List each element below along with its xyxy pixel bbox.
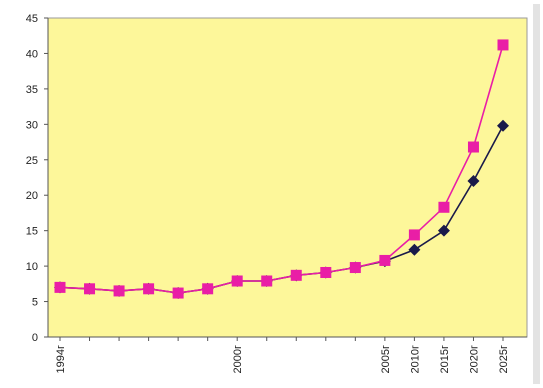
y-tick-label-5: 5	[32, 297, 38, 309]
series-1-point-11	[379, 254, 391, 266]
y-tick-label-20: 20	[26, 190, 38, 202]
series-0-point-13	[437, 224, 450, 237]
x-tick-label-2010г: 2010г	[409, 345, 421, 373]
series-1-point-1	[84, 283, 96, 295]
series-0-point-14	[467, 175, 480, 188]
series-1-point-0	[54, 281, 66, 293]
series-1-point-15	[497, 39, 509, 51]
y-tick-label-40: 40	[26, 48, 38, 60]
y-tick-label-0: 0	[32, 332, 38, 344]
x-tick-label-2000г: 2000г	[232, 345, 244, 373]
y-tick-label-15: 15	[26, 226, 38, 238]
series-1-point-2	[113, 285, 125, 297]
y-tick-label-25: 25	[26, 155, 38, 167]
y-tick-label-10: 10	[26, 261, 38, 273]
x-tick-label-1994г: 1994г	[55, 345, 67, 373]
series-1-point-10	[349, 262, 361, 274]
series-1-point-5	[202, 283, 214, 295]
series-1-point-4	[172, 287, 184, 299]
y-tick-label-30: 30	[26, 119, 38, 131]
series-1-point-14	[467, 141, 479, 153]
series-1-point-6	[231, 275, 243, 287]
series-1-point-13	[438, 201, 450, 213]
series-1-point-12	[408, 229, 420, 241]
x-tick-label-2020г: 2020г	[468, 345, 480, 373]
y-tick-label-45: 45	[26, 13, 38, 25]
x-tick-label-2005г: 2005г	[380, 345, 392, 373]
series-1-point-9	[320, 266, 332, 278]
series-1-line	[59, 44, 504, 294]
series-1-point-3	[143, 283, 155, 295]
plot-area	[47, 17, 528, 338]
x-tick-label-2015г: 2015г	[439, 345, 451, 373]
series-1-point-7	[261, 275, 273, 287]
y-tick-label-35: 35	[26, 84, 38, 96]
x-tick-label-2025г: 2025г	[498, 345, 510, 373]
series-0-point-15	[497, 119, 509, 132]
series-0-point-12	[408, 243, 421, 256]
right-edge-strip	[533, 4, 540, 384]
series-1-point-8	[290, 269, 302, 281]
